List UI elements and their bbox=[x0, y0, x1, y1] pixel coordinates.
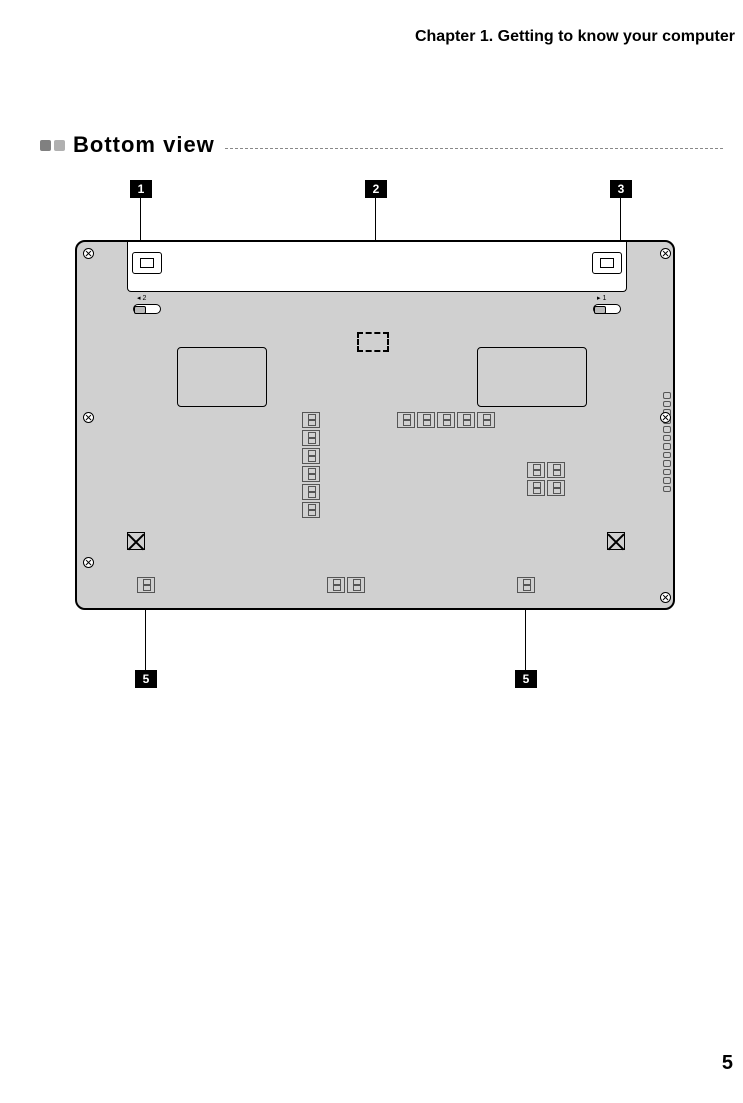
access-panel bbox=[177, 347, 267, 407]
screw bbox=[83, 412, 94, 423]
section-bullets bbox=[40, 140, 65, 151]
bottom-view-diagram: 1 2 3 4 5 5 ◂ 2 ▸ 1 bbox=[55, 170, 695, 690]
battery-bay bbox=[127, 242, 627, 292]
callout-1: 1 bbox=[130, 180, 152, 198]
screw bbox=[660, 248, 671, 259]
vent-grille bbox=[527, 462, 565, 496]
speaker-marker bbox=[127, 532, 145, 550]
screw bbox=[83, 557, 94, 568]
side-vent bbox=[663, 392, 671, 492]
vent-grille bbox=[517, 577, 535, 593]
latch-label-left: ◂ 2 bbox=[137, 294, 146, 302]
battery-latch-left bbox=[132, 252, 162, 274]
bullet-dark bbox=[40, 140, 51, 151]
laptop-chassis: ◂ 2 ▸ 1 bbox=[75, 240, 675, 610]
screw bbox=[83, 248, 94, 259]
screw bbox=[660, 412, 671, 423]
screw bbox=[660, 592, 671, 603]
vent-grille bbox=[137, 577, 155, 593]
callout-5b: 5 bbox=[515, 670, 537, 688]
battery-latch-slider-left bbox=[133, 304, 161, 314]
callout-5a: 5 bbox=[135, 670, 157, 688]
section-divider bbox=[225, 148, 723, 149]
vent-grille bbox=[302, 412, 320, 518]
section-title-row: Bottom view bbox=[40, 132, 723, 158]
access-panel bbox=[477, 347, 587, 407]
speaker-marker bbox=[607, 532, 625, 550]
section-title: Bottom view bbox=[73, 132, 215, 158]
callout-2: 2 bbox=[365, 180, 387, 198]
vent-grille bbox=[397, 412, 495, 428]
latch-label-right: ▸ 1 bbox=[597, 294, 606, 302]
chapter-header: Chapter 1. Getting to know your computer bbox=[415, 28, 735, 46]
bullet-light bbox=[54, 140, 65, 151]
sim-slot bbox=[357, 332, 389, 352]
vent-grille bbox=[327, 577, 365, 593]
battery-latch-slider-right bbox=[593, 304, 621, 314]
battery-latch-right bbox=[592, 252, 622, 274]
callout-3: 3 bbox=[610, 180, 632, 198]
page-number: 5 bbox=[722, 1052, 733, 1075]
